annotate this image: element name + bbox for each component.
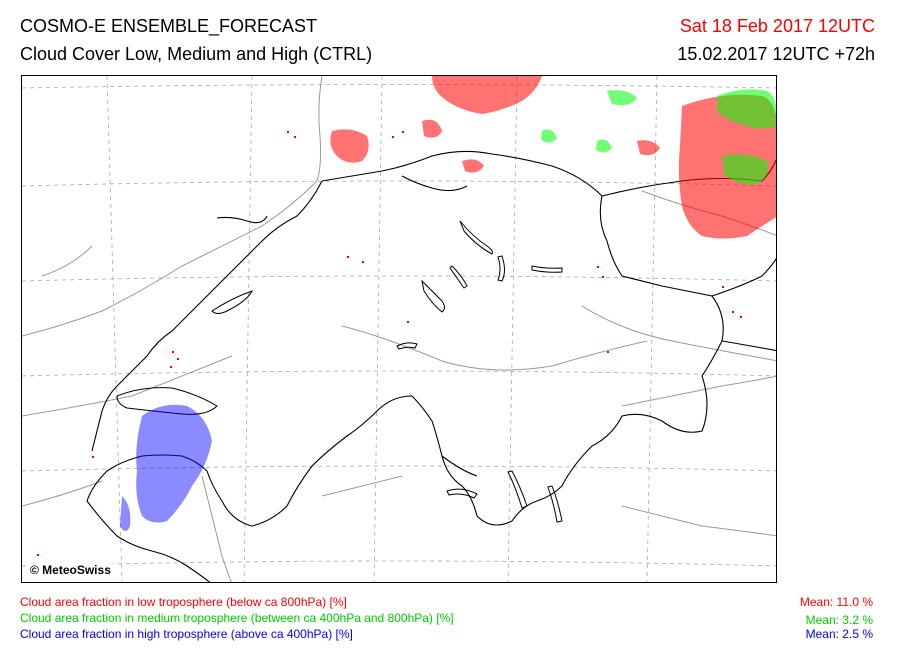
legend-high-mean: Mean: 2.5 % xyxy=(805,627,873,641)
coordinate-grid xyxy=(22,76,776,582)
chart-title: COSMO-E ENSEMBLE_FORECAST xyxy=(20,16,318,36)
legend-high-label: Cloud area fraction in high troposphere … xyxy=(20,627,353,641)
low-cloud-scatter xyxy=(37,131,742,556)
legend-medium-label: Cloud area fraction in medium tropospher… xyxy=(20,611,454,625)
medium-cloud-field xyxy=(541,89,776,185)
legend-low-mean: Mean: 11.0 % xyxy=(799,595,873,609)
forecast-map: © MeteoSwiss xyxy=(21,75,777,583)
copyright-label: © MeteoSwiss xyxy=(28,563,113,577)
legend-medium-mean: Mean: 3.2 % xyxy=(805,613,873,627)
map-canvas xyxy=(22,76,776,582)
high-cloud-field xyxy=(120,404,212,531)
lakes xyxy=(116,220,563,523)
low-cloud-field xyxy=(330,76,776,239)
legend-low-label: Cloud area fraction in low troposphere (… xyxy=(20,595,347,609)
country-borders xyxy=(86,150,776,582)
valid-time: Sat 18 Feb 2017 12UTC xyxy=(679,16,875,36)
run-time: 15.02.2017 12UTC +72h xyxy=(677,44,875,64)
chart-subtitle: Cloud Cover Low, Medium and High (CTRL) xyxy=(20,44,373,64)
rivers xyxy=(22,76,776,582)
